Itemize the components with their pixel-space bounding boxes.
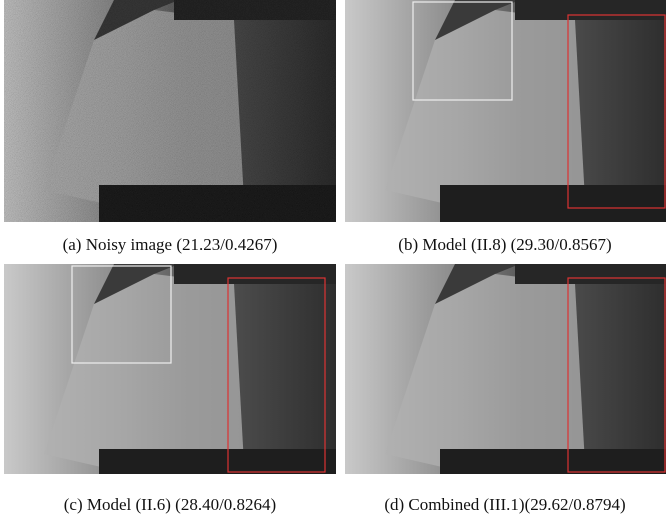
caption: (c) Model (II.6) (28.40/0.8264): [64, 495, 276, 514]
figure: (a) Noisy image (21.23/0.4267) (b) Model…: [0, 0, 668, 522]
panel-b: (b) Model (II.8) (29.30/0.8567): [345, 0, 668, 254]
caption: (d) Combined (III.1)(29.62/0.8794): [384, 495, 625, 514]
panel-d: (d) Combined (III.1)(29.62/0.8794): [345, 264, 668, 514]
image-d: [345, 264, 668, 486]
panel-c: (c) Model (II.6) (28.40/0.8264): [4, 264, 339, 514]
image-a: [4, 0, 339, 222]
caption: (b) Model (II.8) (29.30/0.8567): [398, 235, 611, 254]
caption: (a) Noisy image (21.23/0.4267): [63, 235, 278, 254]
panel-a: (a) Noisy image (21.23/0.4267): [4, 0, 339, 254]
image-b: [345, 0, 668, 222]
